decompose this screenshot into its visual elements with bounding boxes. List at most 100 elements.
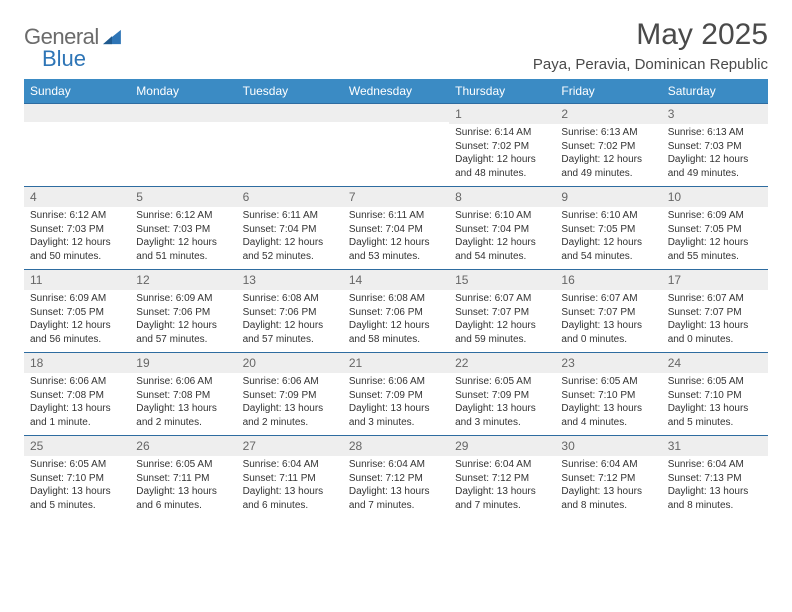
day-line-ss: Sunset: 7:10 PM bbox=[30, 472, 124, 486]
day-line-ss: Sunset: 7:10 PM bbox=[561, 389, 655, 403]
day-line-d1: Daylight: 12 hours bbox=[668, 153, 762, 167]
day-line-ss: Sunset: 7:11 PM bbox=[136, 472, 230, 486]
calendar-cell: 13Sunrise: 6:08 AMSunset: 7:06 PMDayligh… bbox=[237, 270, 343, 353]
day-number: 26 bbox=[130, 436, 236, 456]
day-line-sr: Sunrise: 6:05 AM bbox=[30, 458, 124, 472]
day-line-d1: Daylight: 12 hours bbox=[561, 153, 655, 167]
calendar-cell: 16Sunrise: 6:07 AMSunset: 7:07 PMDayligh… bbox=[555, 270, 661, 353]
weekday-header: Friday bbox=[555, 79, 661, 104]
day-line-ss: Sunset: 7:07 PM bbox=[455, 306, 549, 320]
day-line-d2: and 49 minutes. bbox=[668, 167, 762, 181]
day-line-d1: Daylight: 12 hours bbox=[136, 236, 230, 250]
day-line-d2: and 1 minute. bbox=[30, 416, 124, 430]
day-line-ss: Sunset: 7:02 PM bbox=[455, 140, 549, 154]
day-line-sr: Sunrise: 6:05 AM bbox=[455, 375, 549, 389]
day-line-d2: and 7 minutes. bbox=[455, 499, 549, 513]
calendar-cell: 22Sunrise: 6:05 AMSunset: 7:09 PMDayligh… bbox=[449, 353, 555, 436]
day-line-sr: Sunrise: 6:14 AM bbox=[455, 126, 549, 140]
day-details: Sunrise: 6:14 AMSunset: 7:02 PMDaylight:… bbox=[449, 124, 555, 186]
day-line-d2: and 53 minutes. bbox=[349, 250, 443, 264]
day-line-ss: Sunset: 7:09 PM bbox=[455, 389, 549, 403]
day-line-d1: Daylight: 13 hours bbox=[668, 402, 762, 416]
day-line-ss: Sunset: 7:03 PM bbox=[136, 223, 230, 237]
day-number: 10 bbox=[662, 187, 768, 207]
day-details: Sunrise: 6:06 AMSunset: 7:09 PMDaylight:… bbox=[237, 373, 343, 435]
day-line-sr: Sunrise: 6:13 AM bbox=[561, 126, 655, 140]
day-number: 6 bbox=[237, 187, 343, 207]
day-number: 2 bbox=[555, 104, 661, 124]
day-line-sr: Sunrise: 6:06 AM bbox=[349, 375, 443, 389]
day-number: 16 bbox=[555, 270, 661, 290]
calendar-cell: 31Sunrise: 6:04 AMSunset: 7:13 PMDayligh… bbox=[662, 436, 768, 519]
day-line-ss: Sunset: 7:10 PM bbox=[668, 389, 762, 403]
calendar-cell: 14Sunrise: 6:08 AMSunset: 7:06 PMDayligh… bbox=[343, 270, 449, 353]
day-line-d2: and 2 minutes. bbox=[243, 416, 337, 430]
day-number bbox=[343, 104, 449, 122]
day-line-ss: Sunset: 7:03 PM bbox=[30, 223, 124, 237]
day-line-sr: Sunrise: 6:10 AM bbox=[455, 209, 549, 223]
day-line-ss: Sunset: 7:12 PM bbox=[561, 472, 655, 486]
day-number bbox=[130, 104, 236, 122]
day-line-d1: Daylight: 12 hours bbox=[243, 236, 337, 250]
calendar-cell bbox=[130, 104, 236, 187]
day-number: 20 bbox=[237, 353, 343, 373]
day-line-ss: Sunset: 7:09 PM bbox=[349, 389, 443, 403]
day-number: 1 bbox=[449, 104, 555, 124]
day-details: Sunrise: 6:06 AMSunset: 7:08 PMDaylight:… bbox=[130, 373, 236, 435]
calendar-cell: 2Sunrise: 6:13 AMSunset: 7:02 PMDaylight… bbox=[555, 104, 661, 187]
calendar-cell: 8Sunrise: 6:10 AMSunset: 7:04 PMDaylight… bbox=[449, 187, 555, 270]
day-details: Sunrise: 6:06 AMSunset: 7:08 PMDaylight:… bbox=[24, 373, 130, 435]
day-line-d2: and 3 minutes. bbox=[349, 416, 443, 430]
day-line-ss: Sunset: 7:03 PM bbox=[668, 140, 762, 154]
day-line-sr: Sunrise: 6:05 AM bbox=[561, 375, 655, 389]
calendar-cell: 10Sunrise: 6:09 AMSunset: 7:05 PMDayligh… bbox=[662, 187, 768, 270]
day-line-ss: Sunset: 7:11 PM bbox=[243, 472, 337, 486]
day-details: Sunrise: 6:11 AMSunset: 7:04 PMDaylight:… bbox=[237, 207, 343, 269]
calendar-cell: 24Sunrise: 6:05 AMSunset: 7:10 PMDayligh… bbox=[662, 353, 768, 436]
calendar-week-row: 4Sunrise: 6:12 AMSunset: 7:03 PMDaylight… bbox=[24, 187, 768, 270]
day-line-sr: Sunrise: 6:04 AM bbox=[561, 458, 655, 472]
weekday-header: Saturday bbox=[662, 79, 768, 104]
day-details: Sunrise: 6:10 AMSunset: 7:04 PMDaylight:… bbox=[449, 207, 555, 269]
day-details: Sunrise: 6:07 AMSunset: 7:07 PMDaylight:… bbox=[662, 290, 768, 352]
day-details: Sunrise: 6:13 AMSunset: 7:03 PMDaylight:… bbox=[662, 124, 768, 186]
day-line-d2: and 4 minutes. bbox=[561, 416, 655, 430]
day-details: Sunrise: 6:05 AMSunset: 7:10 PMDaylight:… bbox=[555, 373, 661, 435]
day-line-d2: and 5 minutes. bbox=[668, 416, 762, 430]
day-number: 25 bbox=[24, 436, 130, 456]
day-line-ss: Sunset: 7:08 PM bbox=[136, 389, 230, 403]
day-details: Sunrise: 6:07 AMSunset: 7:07 PMDaylight:… bbox=[449, 290, 555, 352]
day-number: 12 bbox=[130, 270, 236, 290]
title-block: May 2025 Paya, Peravia, Dominican Republ… bbox=[533, 18, 768, 73]
day-details: Sunrise: 6:05 AMSunset: 7:10 PMDaylight:… bbox=[662, 373, 768, 435]
calendar-week-row: 18Sunrise: 6:06 AMSunset: 7:08 PMDayligh… bbox=[24, 353, 768, 436]
day-line-sr: Sunrise: 6:09 AM bbox=[30, 292, 124, 306]
day-number: 14 bbox=[343, 270, 449, 290]
day-line-sr: Sunrise: 6:10 AM bbox=[561, 209, 655, 223]
day-line-sr: Sunrise: 6:04 AM bbox=[668, 458, 762, 472]
day-line-d1: Daylight: 13 hours bbox=[243, 485, 337, 499]
day-line-ss: Sunset: 7:12 PM bbox=[349, 472, 443, 486]
calendar-cell: 28Sunrise: 6:04 AMSunset: 7:12 PMDayligh… bbox=[343, 436, 449, 519]
day-number: 24 bbox=[662, 353, 768, 373]
day-line-ss: Sunset: 7:06 PM bbox=[349, 306, 443, 320]
calendar-cell: 20Sunrise: 6:06 AMSunset: 7:09 PMDayligh… bbox=[237, 353, 343, 436]
day-details: Sunrise: 6:05 AMSunset: 7:11 PMDaylight:… bbox=[130, 456, 236, 518]
calendar-cell: 18Sunrise: 6:06 AMSunset: 7:08 PMDayligh… bbox=[24, 353, 130, 436]
day-line-d1: Daylight: 13 hours bbox=[243, 402, 337, 416]
day-number: 30 bbox=[555, 436, 661, 456]
day-line-sr: Sunrise: 6:07 AM bbox=[668, 292, 762, 306]
calendar-cell bbox=[237, 104, 343, 187]
day-line-d1: Daylight: 13 hours bbox=[561, 485, 655, 499]
day-line-d2: and 54 minutes. bbox=[561, 250, 655, 264]
weekday-header-row: Sunday Monday Tuesday Wednesday Thursday… bbox=[24, 79, 768, 104]
day-line-ss: Sunset: 7:08 PM bbox=[30, 389, 124, 403]
day-line-sr: Sunrise: 6:07 AM bbox=[455, 292, 549, 306]
day-line-ss: Sunset: 7:12 PM bbox=[455, 472, 549, 486]
weekday-header: Monday bbox=[130, 79, 236, 104]
day-details bbox=[237, 122, 343, 182]
day-line-d2: and 3 minutes. bbox=[455, 416, 549, 430]
day-line-d2: and 59 minutes. bbox=[455, 333, 549, 347]
day-number: 3 bbox=[662, 104, 768, 124]
day-line-d2: and 51 minutes. bbox=[136, 250, 230, 264]
